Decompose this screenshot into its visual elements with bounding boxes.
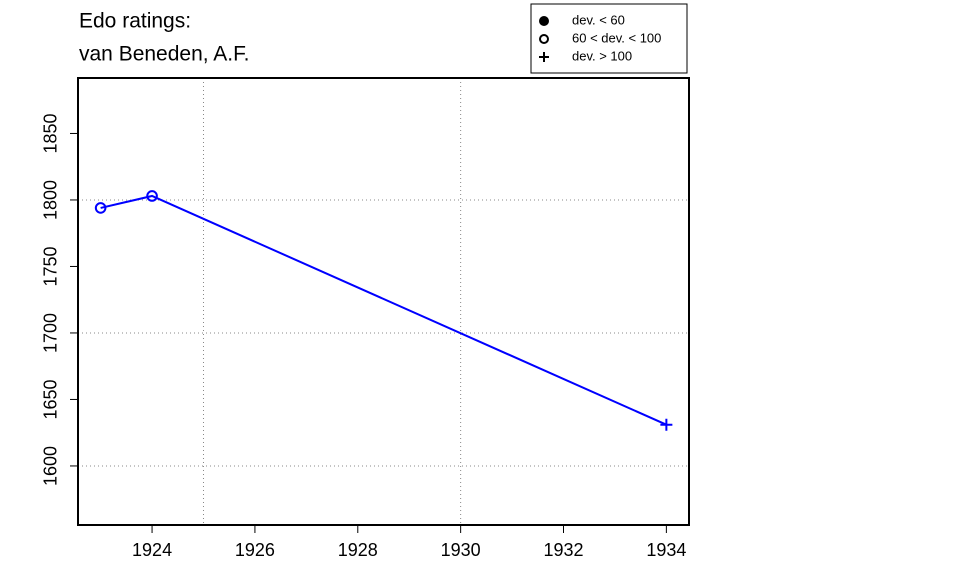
y-tick-label: 1600: [41, 446, 61, 486]
y-tick-label: 1800: [41, 180, 61, 220]
point-marker: [94, 202, 107, 214]
x-tick-label: 1930: [441, 540, 481, 560]
legend-label: dev. < 60: [572, 12, 625, 27]
plot-frame: [77, 77, 690, 526]
legend-label: 60 < dev. < 100: [572, 30, 661, 45]
point-marker: [539, 16, 549, 26]
y-tick-label: 1650: [41, 379, 61, 419]
point-marker: [146, 190, 158, 202]
point-marker: [539, 34, 549, 44]
chart-title: Edo ratings:: [79, 10, 191, 33]
y-tick-label: 1750: [41, 246, 61, 286]
x-tick-label: 1928: [338, 540, 378, 560]
x-tick-label: 1934: [646, 540, 686, 560]
legend-box: [530, 3, 688, 74]
y-tick-label: 1700: [41, 313, 61, 353]
point-marker: [660, 418, 673, 431]
legend-label: dev. > 100: [572, 48, 632, 63]
data-line: [100, 194, 667, 426]
x-tick-label: 1924: [132, 540, 172, 560]
x-tick-label: 1926: [235, 540, 275, 560]
legend: dev. < 60 60 < dev. < 100 dev. > 100: [530, 3, 688, 74]
x-tick-label: 1932: [543, 540, 583, 560]
y-tick-label: 1850: [41, 113, 61, 153]
chart-subtitle: van Beneden, A.F.: [79, 43, 249, 66]
point-marker: [539, 52, 549, 62]
